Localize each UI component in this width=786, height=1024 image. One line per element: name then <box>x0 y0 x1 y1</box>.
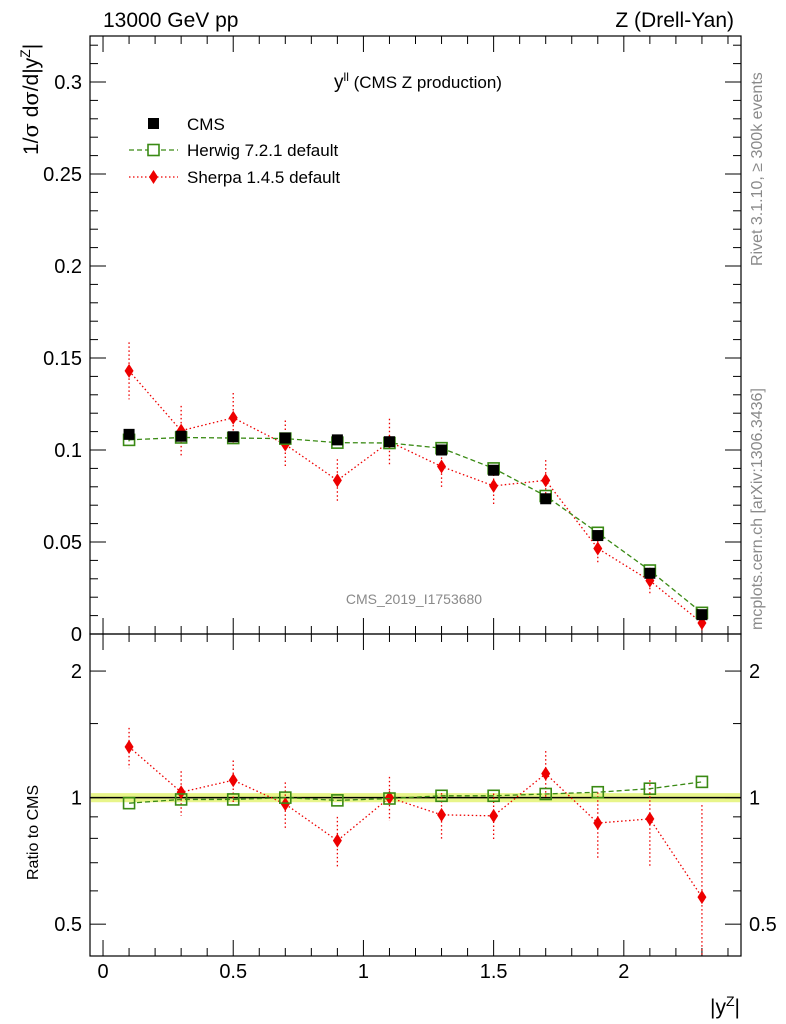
main-sherpa-point <box>332 473 342 488</box>
xtick-label: 1.5 <box>480 961 508 983</box>
ratio-herwig-point <box>643 782 657 796</box>
ratio-y-axis: 0.5 0.5 1 1 2 2 <box>54 661 777 936</box>
main-data-layer <box>122 342 709 634</box>
mcplots-label: mcplots.cern.ch [arXiv:1306.3436] <box>749 388 766 630</box>
main-sherpa-point <box>228 410 238 425</box>
main-ytick-label: 0.05 <box>43 532 82 554</box>
ratio-herwig-point <box>539 787 553 801</box>
legend-marker-cms <box>148 118 159 129</box>
legend: CMS Herwig 7.2.1 default Sherpa 1.4.5 de… <box>129 115 340 187</box>
ratio-herwig-point <box>331 794 344 807</box>
ratio-herwig-point <box>278 791 292 804</box>
legend-label-sherpa: Sherpa 1.4.5 default <box>187 168 340 187</box>
ratio-data-layer <box>122 727 709 956</box>
ratio-sherpa-point <box>437 807 447 822</box>
ratio-sherpa-point <box>541 766 551 781</box>
ratio-ytick-label-left: 1 <box>71 788 82 810</box>
ratio-sherpa-point <box>124 739 134 754</box>
main-ytick-label: 0 <box>71 624 82 646</box>
ratio-sherpa-point <box>384 790 394 805</box>
main-cms-point <box>592 530 604 542</box>
legend-label-herwig: Herwig 7.2.1 default <box>187 141 338 160</box>
main-cms-point <box>644 567 656 579</box>
ratio-herwig-point <box>695 775 709 789</box>
ratio-ytick-label-left: 2 <box>71 661 82 683</box>
analysis-watermark: CMS_2019_I1753680 <box>346 591 482 607</box>
ratio-y-axis-title: Ratio to CMS <box>25 785 42 880</box>
main-ytick-label: 0.2 <box>54 256 82 278</box>
main-cms-point <box>331 434 343 446</box>
ratio-sherpa-point <box>228 773 238 788</box>
ratio-sherpa-point <box>593 816 603 831</box>
main-ytick-label: 0.3 <box>54 72 82 94</box>
ratio-herwig-point <box>383 792 396 805</box>
xtick-label: 0.5 <box>219 961 247 983</box>
ratio-ytick-label-right: 0.5 <box>749 914 777 936</box>
legend-label-cms: CMS <box>187 115 225 134</box>
ratio-herwig-point <box>226 793 240 806</box>
xtick-label: 1 <box>358 961 369 983</box>
main-sherpa-line <box>128 370 703 624</box>
ratio-sherpa-point <box>645 811 655 826</box>
ratio-herwig-point <box>435 789 448 803</box>
ratio-sherpa-point <box>332 833 342 848</box>
main-cms-point <box>488 464 500 476</box>
xtick-label: 0 <box>97 961 108 983</box>
ratio-sherpa-point <box>176 785 186 800</box>
main-sherpa-point <box>541 473 551 488</box>
ratio-ytick-label-right: 2 <box>749 661 760 683</box>
plot-title: yll (CMS Z production) <box>334 70 502 93</box>
header-left: 13000 GeV pp <box>103 9 238 32</box>
ratio-herwig-point <box>487 789 500 803</box>
main-cms-point <box>436 444 448 456</box>
main-y-axis-title: 1/σ dσ/d|yZ| <box>17 44 43 155</box>
main-cms-point <box>696 609 708 621</box>
x-axis-title: |yZ| <box>710 993 740 1019</box>
header-right: Z (Drell-Yan) <box>615 9 734 32</box>
main-cms-point <box>279 432 291 444</box>
ratio-ytick-label-left: 0.5 <box>54 914 82 936</box>
main-sherpa-point <box>437 459 447 474</box>
main-sherpa-point <box>593 541 603 556</box>
main-cms-point <box>540 493 552 505</box>
ratio-herwig-point <box>122 796 136 810</box>
main-sherpa-point <box>124 363 134 378</box>
main-cms-point <box>227 431 239 443</box>
ratio-herwig-point <box>591 785 605 799</box>
main-y-axis: 0 0.05 0.1 0.15 0.2 0.25 0.3 <box>43 44 741 646</box>
main-cms-point <box>383 436 395 448</box>
legend-marker-herwig <box>147 143 160 157</box>
ratio-sherpa-line <box>128 746 703 898</box>
ratio-sherpa-point <box>697 890 707 905</box>
main-herwig-line <box>129 436 703 614</box>
main-cms-point <box>175 430 187 442</box>
main-ytick-label: 0.1 <box>54 440 82 462</box>
xtick-label: 2 <box>618 961 629 983</box>
ratio-ytick-label-right: 1 <box>749 788 760 810</box>
ratio-sherpa-point <box>280 797 290 812</box>
legend-marker-sherpa <box>149 170 158 184</box>
main-ytick-label: 0.15 <box>43 348 82 370</box>
ratio-sherpa-point <box>489 808 499 823</box>
main-ytick-label: 0.25 <box>43 164 82 186</box>
main-cms-point <box>123 428 135 440</box>
x-axis: 0 0.5 1 1.5 2 <box>97 36 729 983</box>
ratio-herwig-point <box>174 793 188 806</box>
rivet-label: Rivet 3.1.10, ≥ 300k events <box>749 72 766 266</box>
main-sherpa-point <box>489 478 499 493</box>
